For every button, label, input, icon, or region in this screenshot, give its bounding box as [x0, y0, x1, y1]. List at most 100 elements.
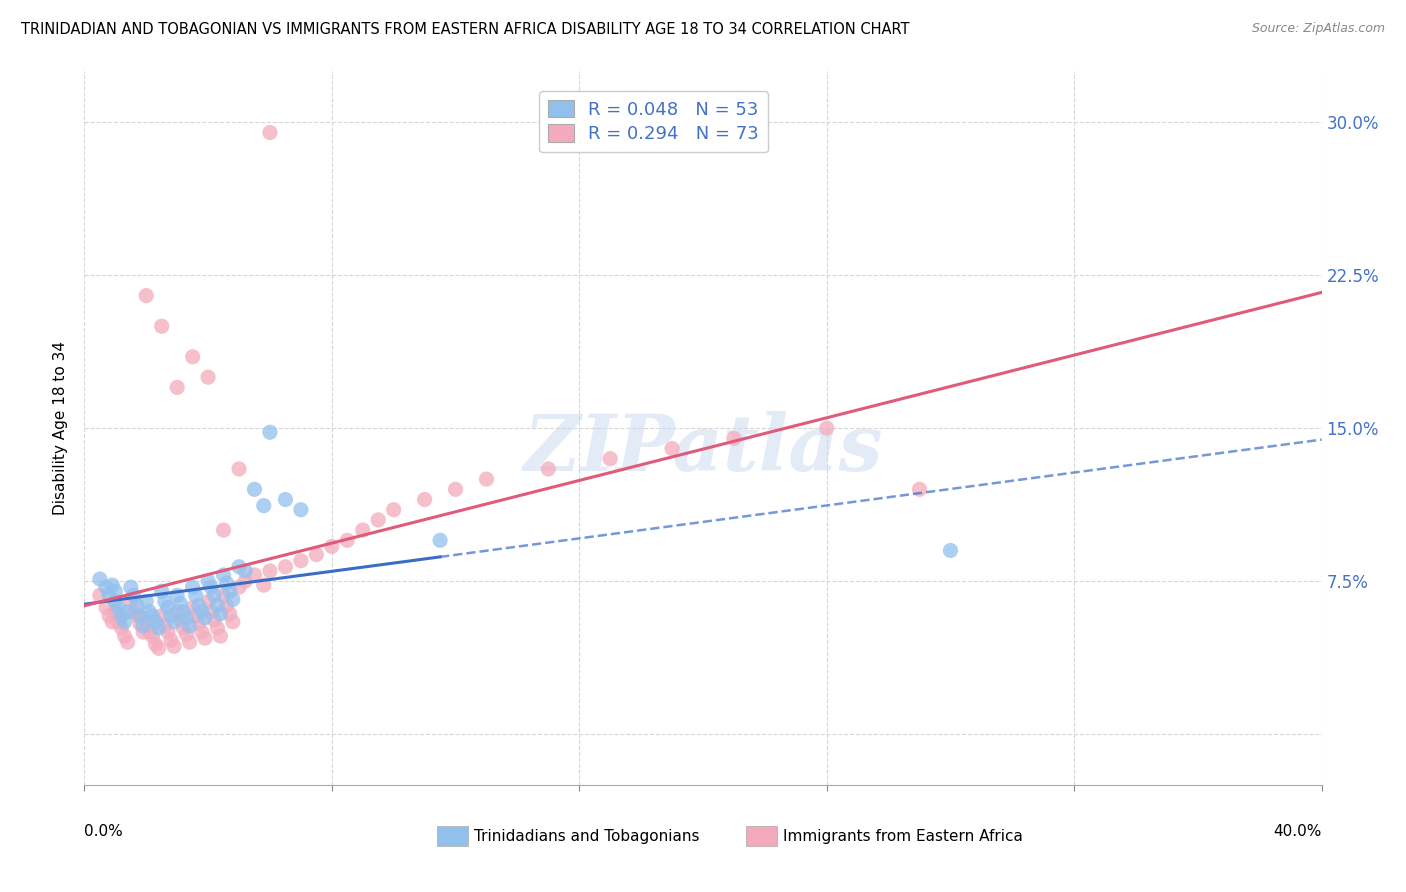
Point [89, 588, 111, 602]
Point [101, 615, 124, 629]
Point [274, 492, 297, 507]
Point [141, 608, 163, 623]
Point [132, 619, 155, 633]
Point [110, 621, 132, 635]
Point [222, 615, 245, 629]
Point [156, 625, 179, 640]
Point [212, 568, 235, 582]
Point [125, 608, 148, 623]
Point [197, 574, 219, 588]
Point [215, 599, 238, 613]
Point [218, 607, 240, 621]
Point [243, 568, 266, 582]
Point [187, 616, 209, 631]
Point [200, 605, 222, 619]
Point [89, 572, 111, 586]
Point [218, 584, 240, 599]
Point [815, 421, 838, 435]
Point [661, 442, 683, 456]
Point [184, 608, 207, 623]
Point [122, 588, 145, 602]
Point [222, 592, 245, 607]
Point [191, 625, 214, 640]
Text: 40.0%: 40.0% [1274, 824, 1322, 839]
Point [228, 559, 250, 574]
Point [212, 523, 235, 537]
Point [212, 588, 235, 602]
Point [228, 462, 250, 476]
Point [200, 580, 222, 594]
Point [191, 605, 214, 619]
Point [98, 608, 121, 623]
Point [537, 462, 560, 476]
Y-axis label: Disability Age 18 to 34: Disability Age 18 to 34 [53, 341, 69, 516]
Point [197, 370, 219, 384]
Point [243, 483, 266, 497]
Point [160, 608, 183, 623]
Point [194, 631, 217, 645]
Legend: R = 0.048   N = 53, R = 0.294   N = 73: R = 0.048 N = 53, R = 0.294 N = 73 [540, 91, 768, 153]
Text: Trinidadians and Tobagonians: Trinidadians and Tobagonians [474, 829, 700, 844]
Point [125, 599, 148, 613]
Point [184, 588, 207, 602]
Point [107, 600, 129, 615]
Point [104, 605, 127, 619]
Point [120, 594, 142, 608]
Point [135, 288, 157, 302]
Point [352, 523, 374, 537]
Point [179, 635, 201, 649]
Point [104, 584, 127, 599]
Point [233, 564, 256, 578]
Point [908, 483, 931, 497]
Point [207, 599, 229, 613]
Point [169, 613, 191, 627]
Point [444, 483, 467, 497]
Point [209, 607, 232, 621]
Point [135, 594, 157, 608]
Point [132, 625, 155, 640]
Point [129, 608, 152, 623]
Point [274, 559, 297, 574]
Point [166, 588, 188, 602]
Point [475, 472, 498, 486]
Point [150, 608, 173, 623]
Point [209, 629, 232, 643]
Point [382, 502, 405, 516]
Point [253, 578, 276, 592]
Point [138, 605, 160, 619]
Text: 0.0%: 0.0% [84, 824, 124, 839]
Point [122, 605, 145, 619]
Point [145, 615, 167, 629]
Point [94, 580, 117, 594]
Point [148, 641, 170, 656]
Point [259, 425, 281, 440]
Point [150, 584, 173, 599]
Point [259, 126, 281, 140]
Point [172, 621, 194, 635]
Point [176, 627, 198, 641]
Point [166, 605, 188, 619]
FancyBboxPatch shape [437, 826, 468, 846]
Point [197, 594, 219, 608]
Point [181, 580, 204, 594]
Point [179, 619, 201, 633]
Text: TRINIDADIAN AND TOBAGONIAN VS IMMIGRANTS FROM EASTERN AFRICA DISABILITY AGE 18 T: TRINIDADIAN AND TOBAGONIAN VS IMMIGRANTS… [21, 22, 910, 37]
Point [429, 533, 451, 548]
Point [202, 588, 225, 602]
Point [138, 625, 160, 640]
Point [939, 543, 962, 558]
Point [187, 599, 209, 613]
Point [290, 554, 312, 568]
Point [194, 611, 217, 625]
Point [98, 588, 121, 602]
Point [117, 605, 139, 619]
Point [120, 580, 142, 594]
Point [94, 600, 117, 615]
Point [110, 608, 132, 623]
Point [367, 513, 389, 527]
Point [233, 574, 256, 588]
Point [176, 611, 198, 625]
Point [145, 637, 167, 651]
Point [129, 616, 152, 631]
Point [215, 576, 238, 591]
